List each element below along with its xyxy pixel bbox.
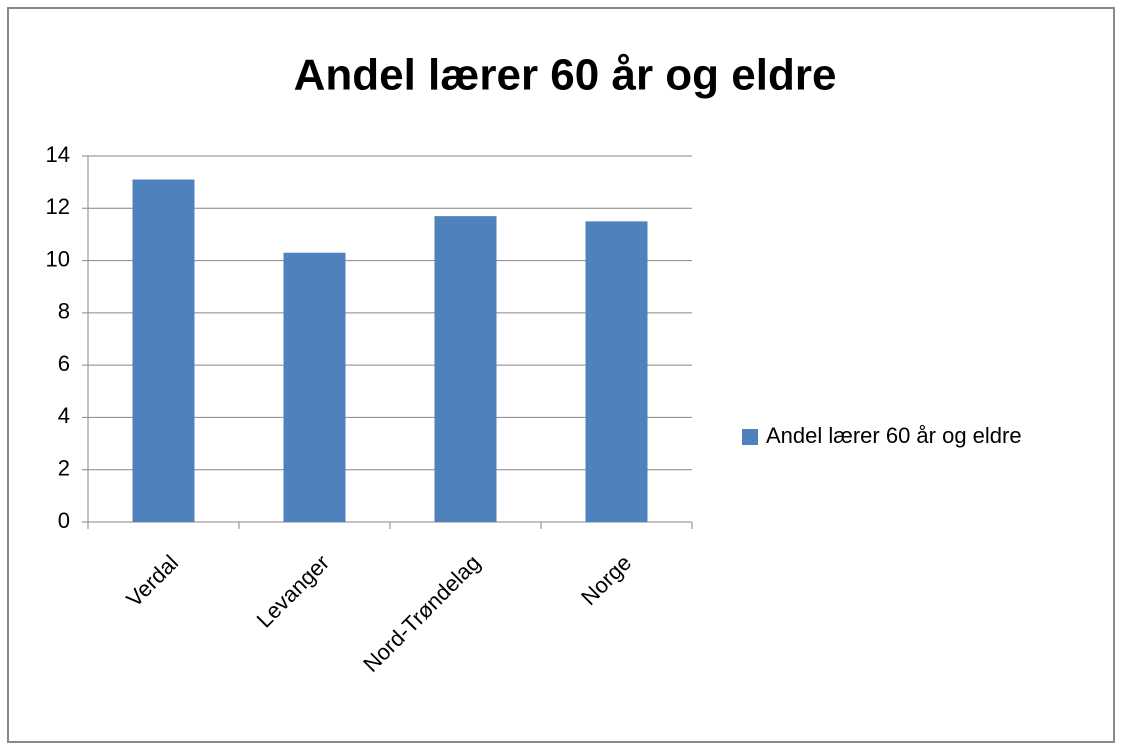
y-tick-label: 2 <box>58 456 70 481</box>
y-tick-label: 8 <box>58 299 70 324</box>
y-tick-label: 4 <box>58 403 70 428</box>
chart-title: Andel lærer 60 år og eldre <box>294 51 837 100</box>
bar <box>132 179 195 522</box>
y-tick-label: 10 <box>46 246 70 271</box>
y-tick-label: 14 <box>46 142 70 167</box>
legend-swatch <box>742 429 758 445</box>
bar <box>434 216 497 522</box>
y-tick-label: 6 <box>58 351 70 376</box>
bar <box>283 252 346 522</box>
y-tick-label: 0 <box>58 508 70 533</box>
legend-label: Andel lærer 60 år og eldre <box>766 423 1022 448</box>
y-tick-label: 12 <box>46 194 70 219</box>
bar <box>585 221 648 522</box>
